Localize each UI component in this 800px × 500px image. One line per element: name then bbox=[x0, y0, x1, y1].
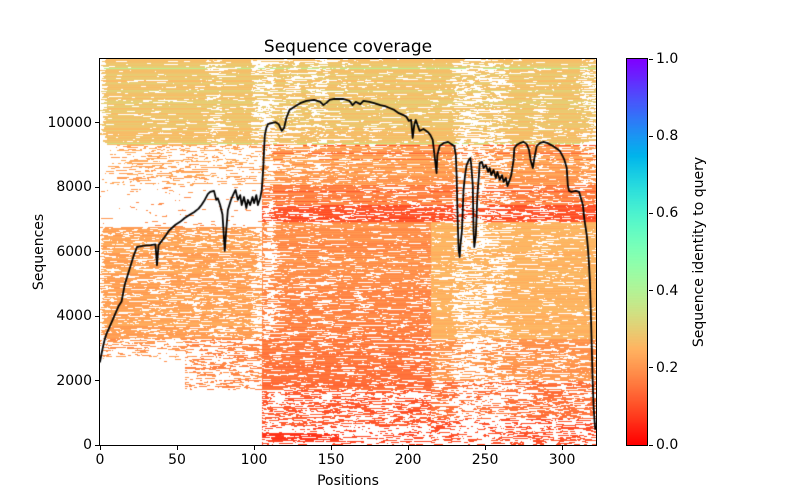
colorbar-label: Sequence identity to query bbox=[691, 156, 707, 348]
colorbar-tick-mark bbox=[649, 58, 653, 60]
y-tick-label: 2000 bbox=[56, 372, 92, 389]
x-tick-mark bbox=[484, 446, 486, 450]
colorbar-tick-mark bbox=[649, 212, 653, 214]
msa-coverage-canvas bbox=[100, 59, 596, 445]
x-tick-mark bbox=[561, 446, 563, 450]
colorbar-tick-mark bbox=[649, 290, 653, 292]
y-tick-mark bbox=[95, 251, 99, 253]
x-tick-mark bbox=[99, 446, 101, 450]
x-tick-mark bbox=[253, 446, 255, 450]
y-tick-label: 6000 bbox=[56, 243, 92, 260]
colorbar-tick-label: 0.2 bbox=[656, 359, 679, 376]
x-tick-label: 50 bbox=[168, 452, 186, 468]
x-tick-label: 300 bbox=[548, 452, 576, 468]
colorbar-tick-mark bbox=[649, 367, 653, 369]
x-tick-label: 250 bbox=[471, 452, 499, 468]
y-tick-mark bbox=[95, 444, 99, 446]
colorbar-tick-label: 0.4 bbox=[656, 282, 679, 299]
plot-frame bbox=[99, 58, 597, 446]
colorbar-tick-mark bbox=[649, 135, 653, 137]
y-tick-label: 0 bbox=[83, 437, 92, 453]
colorbar-tick-label: 1.0 bbox=[656, 51, 679, 67]
colorbar-tick-mark bbox=[649, 444, 653, 446]
x-tick-label: 0 bbox=[95, 452, 105, 468]
x-tick-mark bbox=[176, 446, 178, 450]
y-tick-label: 10000 bbox=[47, 114, 92, 131]
colorbar-tick-label: 0.8 bbox=[656, 128, 679, 145]
colorbar-gradient-canvas bbox=[627, 59, 647, 445]
colorbar-tick-label: 0.6 bbox=[656, 205, 679, 222]
x-tick-mark bbox=[407, 446, 409, 450]
colorbar-frame bbox=[626, 58, 648, 446]
plot-title: Sequence coverage bbox=[263, 37, 433, 57]
x-tick-label: 100 bbox=[240, 452, 268, 468]
colorbar-tick-label: 0.0 bbox=[656, 437, 679, 453]
y-tick-mark bbox=[95, 315, 99, 317]
y-tick-label: 8000 bbox=[56, 179, 92, 196]
y-tick-label: 4000 bbox=[56, 308, 92, 324]
y-tick-mark bbox=[95, 122, 99, 124]
x-tick-label: 200 bbox=[394, 452, 422, 468]
x-tick-label: 150 bbox=[317, 452, 345, 468]
y-tick-mark bbox=[95, 186, 99, 188]
x-axis-label: Positions bbox=[317, 473, 379, 489]
x-tick-mark bbox=[330, 446, 332, 450]
y-tick-mark bbox=[95, 380, 99, 381]
